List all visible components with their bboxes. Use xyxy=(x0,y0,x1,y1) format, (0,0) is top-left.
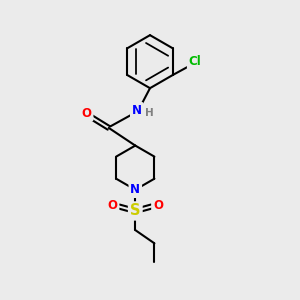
Text: H: H xyxy=(145,108,154,118)
Text: N: N xyxy=(132,104,142,117)
Text: S: S xyxy=(130,203,140,218)
Text: O: O xyxy=(153,199,163,212)
Text: O: O xyxy=(108,199,118,212)
Text: O: O xyxy=(82,107,92,120)
Text: N: N xyxy=(130,183,140,196)
Text: Cl: Cl xyxy=(189,55,201,68)
